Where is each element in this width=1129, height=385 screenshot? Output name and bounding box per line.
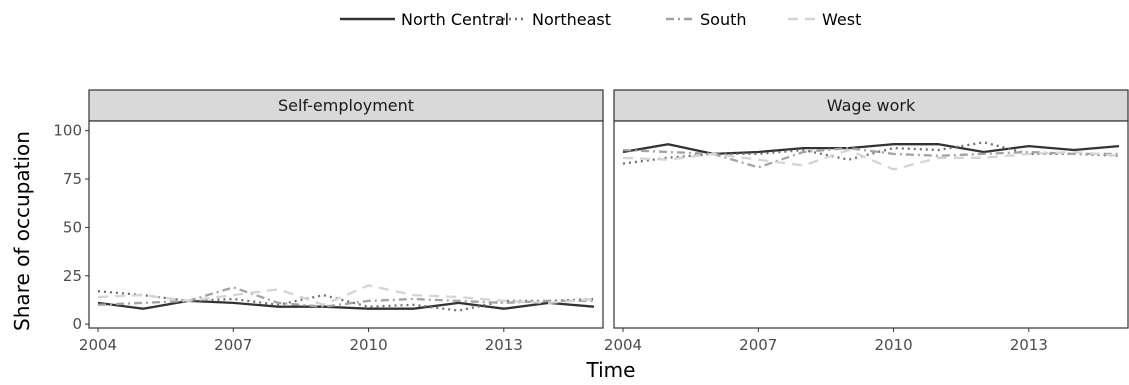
plot-area [89,121,603,328]
legend-label-northeast: Northeast [532,10,611,29]
legend-label-south: South [700,10,747,29]
series-line-north-central [622,143,1120,156]
panels: Self-employment 2004 2007 2010 2013 0 25 50 75 10… [53,89,1129,354]
strip-label-self-employment: Self-employment [278,96,414,115]
panel-border [613,120,1129,329]
series-line-north-central [97,299,595,310]
y-tick-label: 0 [72,315,82,333]
strip-background [613,89,1129,122]
y-tick-label: 50 [63,218,82,236]
panel-border [88,120,604,329]
y-tick-label: 100 [53,122,82,140]
strip-background [88,89,604,122]
x-tick-label: 2010 [349,336,387,354]
x-tick-label: 2007 [739,336,777,354]
x-tick-label: 2004 [604,336,642,354]
legend-label-west: West [822,10,861,29]
y-tick-label: 75 [63,170,82,188]
x-axis-title: Time [586,358,636,382]
strip-label-wage-work: Wage work [827,96,916,115]
legend: North Central Northeast South West [340,10,861,29]
x-tick-label: 2013 [1010,336,1048,354]
x-tick-label: 2004 [79,336,117,354]
panel-wage-work: Wage work 2004 2007 2010 2013 [604,89,1129,354]
y-axis-title: Share of occupation [10,131,34,331]
series-line-south [97,286,594,308]
x-tick-label: 2007 [214,336,252,354]
legend-label-north-central: North Central [401,10,509,29]
x-tick-label: 2013 [485,336,523,354]
panel-self-employment: Self-employment 2004 2007 2010 2013 0 25 50 75 10… [53,89,604,354]
series-line-south [622,146,1119,169]
y-tick-label: 25 [63,267,82,285]
x-tick-label: 2010 [874,336,912,354]
